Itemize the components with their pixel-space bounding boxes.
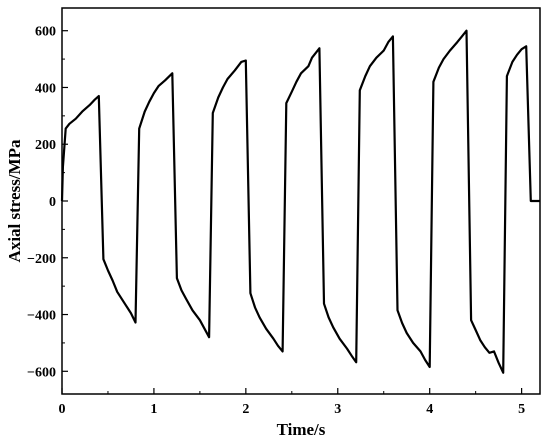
x-axis-label: Time/s bbox=[277, 420, 326, 439]
y-axis-label: Axial stress/MPa bbox=[5, 139, 24, 262]
x-tick-label: 4 bbox=[426, 402, 433, 417]
x-tick-label: 0 bbox=[59, 402, 66, 417]
y-tick-label: −200 bbox=[27, 252, 56, 267]
y-tick-label: 200 bbox=[35, 138, 56, 153]
y-tick-label: 0 bbox=[49, 195, 56, 210]
y-tick-label: −400 bbox=[27, 309, 56, 324]
x-tick-label: 1 bbox=[150, 402, 157, 417]
x-tick-label: 5 bbox=[518, 402, 525, 417]
y-tick-label: 600 bbox=[35, 25, 56, 40]
ticks-layer: 0 1 2 3 4 5 −600 −400 −200 0 200 400 600 bbox=[27, 25, 525, 417]
y-tick-label: −600 bbox=[27, 365, 56, 380]
x-tick-label: 2 bbox=[242, 402, 249, 417]
y-tick-label: 400 bbox=[35, 81, 56, 96]
data-layer bbox=[60, 29, 540, 374]
series-line-1 bbox=[60, 29, 540, 374]
x-tick-label: 3 bbox=[334, 402, 341, 417]
